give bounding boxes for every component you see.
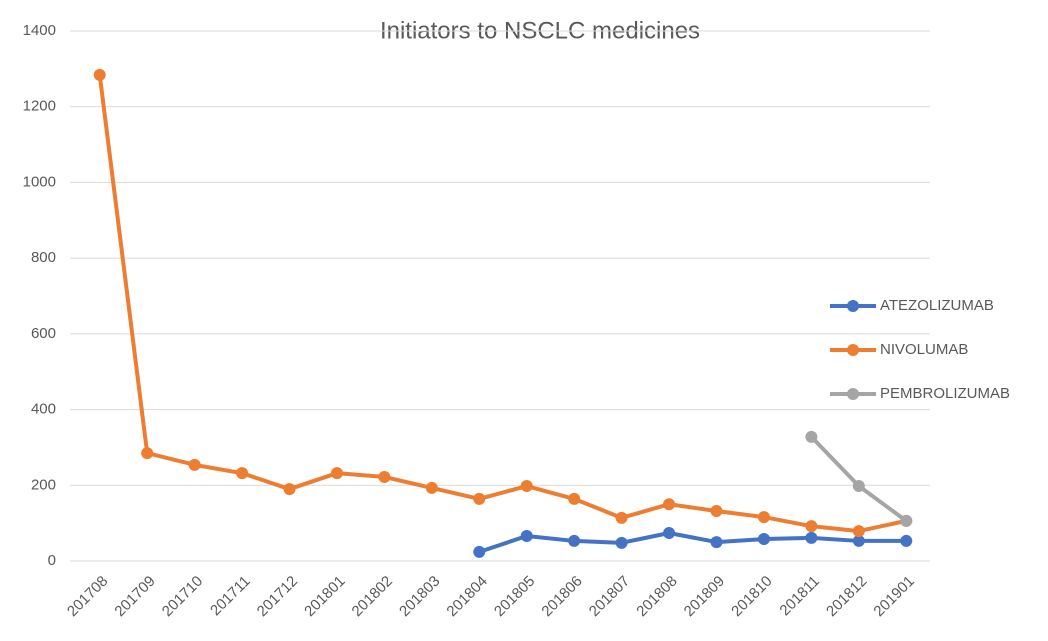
point [805,520,818,533]
y-tick-label: 400 [31,401,56,418]
y-tick-label: 0 [48,552,56,569]
point [188,458,201,471]
point [425,481,438,494]
legend-label: ATEZOLIZUMAB [880,297,994,314]
point [568,534,581,547]
series-line [809,434,909,523]
point [615,536,628,549]
legend-marker [847,388,859,400]
point [283,483,296,496]
point [141,447,154,460]
x-tick-label: 201804 [443,573,490,620]
point [805,430,818,443]
x-tick-label: 201710 [159,573,206,620]
point [568,492,581,505]
legend-label: NIVOLUMAB [880,341,968,358]
point [615,511,628,524]
point [757,511,770,524]
point [378,470,391,483]
x-tick-label: 201810 [728,573,775,620]
legend-marker [847,344,859,356]
point [805,531,818,544]
point [93,68,106,81]
point [520,480,533,493]
x-tick-label: 201805 [491,573,538,620]
point [236,467,249,480]
series-line [97,72,909,534]
legend-marker [847,300,859,312]
point [757,533,770,546]
x-tick-label: 201711 [207,573,254,620]
x-tick-label: 201802 [349,573,396,620]
point [710,505,723,518]
x-tick-label: 201806 [538,573,585,620]
y-tick-label: 800 [31,249,56,266]
point [710,536,723,549]
x-tick-label: 201807 [586,573,633,620]
point [473,492,486,505]
x-tick-label: 201809 [681,573,728,620]
x-tick-label: 201708 [64,573,111,620]
x-tick-label: 201901 [870,573,917,620]
x-tick-label: 201803 [396,573,443,620]
point [852,534,865,547]
point [473,545,486,558]
x-tick-label: 201811 [776,573,823,620]
point [663,526,676,539]
point [330,467,343,480]
legend-label: PEMBROLIZUMAB [880,385,1010,402]
y-tick-label: 600 [31,325,56,342]
y-tick-label: 1200 [23,98,56,115]
point [900,534,913,547]
point [520,530,533,543]
point [852,525,865,538]
point [852,480,865,493]
x-tick-label: 201709 [111,573,158,620]
series-line [477,530,909,554]
y-tick-label: 1400 [23,22,56,39]
x-tick-label: 201801 [301,573,348,620]
point [900,514,913,527]
y-tick-label: 200 [31,476,56,493]
x-tick-label: 201812 [823,573,870,620]
x-tick-label: 201808 [633,573,680,620]
point [663,498,676,511]
x-tick-label: 201712 [254,573,301,620]
y-tick-label: 1000 [23,173,56,190]
